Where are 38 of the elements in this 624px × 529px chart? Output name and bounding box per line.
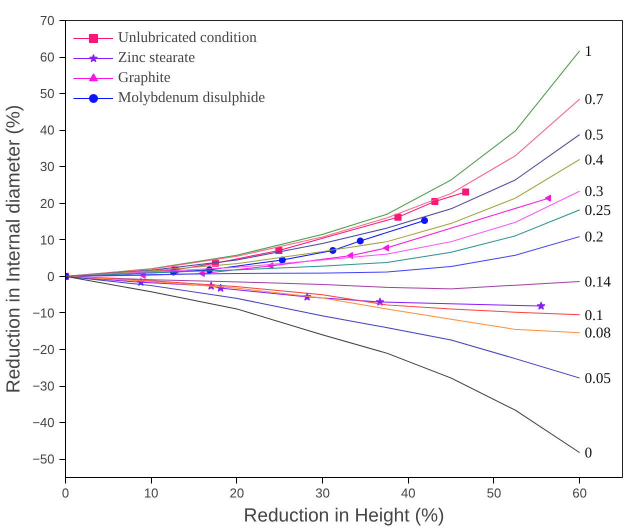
x-tick-label: 60	[572, 486, 587, 500]
x-tick-label: 50	[486, 486, 502, 500]
y-tick-label: −30	[32, 378, 55, 394]
x-tick-label: 30	[315, 486, 330, 500]
series-label: 0.14	[584, 274, 612, 291]
series-label: 0.7	[584, 92, 604, 108]
y-tick-label: 10	[40, 232, 55, 248]
legend-label: Unlubricated condition	[118, 30, 257, 46]
y-tick-label: −10	[32, 305, 55, 320]
y-tick-label: 30	[40, 159, 55, 174]
series-label: 1	[584, 44, 592, 60]
y-tick-label: −50	[32, 452, 55, 467]
x-axis-title: Reduction in Height (%)	[244, 506, 444, 526]
series-label: 0.08	[584, 326, 611, 342]
y-tick-label: 40	[40, 122, 55, 138]
legend-label: Molybdenum disulphide	[118, 90, 266, 106]
legend-label: Graphite	[118, 70, 170, 86]
series-label: 0.2	[584, 230, 604, 246]
y-tick-label: 60	[40, 50, 55, 65]
x-tick-label: 0	[62, 486, 70, 500]
y-axis-title: Reduction in Internal diameter (%)	[3, 104, 24, 394]
x-tick-label: 40	[401, 486, 416, 500]
y-tick-label: 70	[40, 13, 55, 28]
series-label: 0.3	[584, 184, 604, 200]
series-label: 0.05	[584, 371, 611, 388]
x-tick-label: 20	[230, 486, 244, 500]
series-label: 0.1	[584, 308, 604, 324]
y-tick-label: 20	[40, 196, 55, 211]
y-tick-label: 50	[40, 86, 55, 102]
x-tick-label: 10	[144, 486, 158, 500]
y-tick-label: −40	[32, 415, 55, 430]
y-tick-label: −20	[32, 342, 55, 358]
legend-label: Zinc stearate	[118, 50, 196, 66]
series-label: 0.5	[584, 128, 604, 144]
series-label: 0	[584, 446, 592, 462]
y-tick-label: 0	[47, 268, 55, 284]
series-label: 0.25	[584, 202, 611, 219]
series-label: 0.4	[584, 152, 604, 168]
